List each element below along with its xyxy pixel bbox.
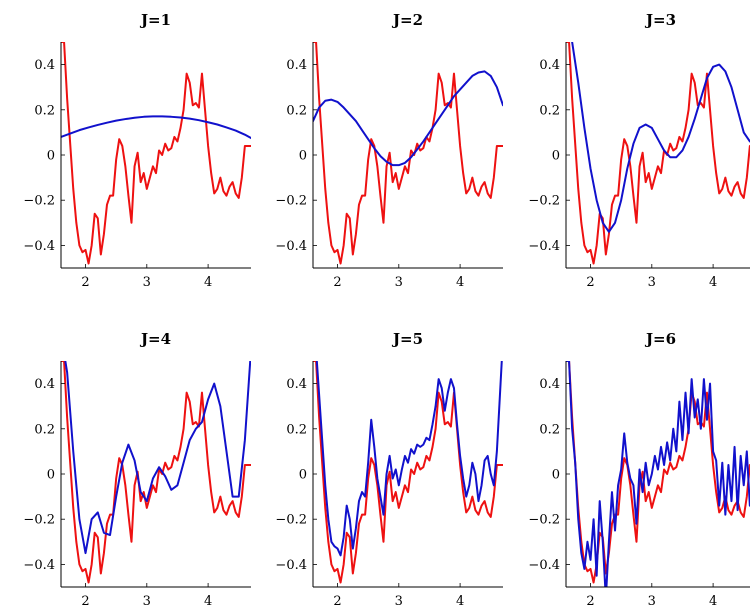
series-line-approximation — [64, 361, 251, 555]
series-line-approximation — [571, 42, 750, 233]
series-line-target — [313, 42, 503, 265]
y-tick-label: −0.2 — [528, 513, 560, 528]
y-tick-label: −0.2 — [275, 513, 307, 528]
series-line-target — [61, 42, 251, 265]
series-line-target — [313, 361, 503, 584]
panel-title: J=1 — [139, 11, 171, 29]
panel-j3: J=3 −0.4 −0.2 0 0.2 0.4 2 3 4 — [528, 11, 750, 290]
x-tick-label: 3 — [143, 594, 151, 609]
x-tick-label: 3 — [395, 275, 403, 290]
y-tick-label: −0.4 — [528, 558, 560, 573]
series-line-approximation — [566, 361, 750, 587]
y-tick-label: 0.4 — [539, 377, 560, 392]
y-tick-label: 0 — [552, 468, 560, 483]
y-tick-label: 0 — [47, 149, 55, 164]
series-group — [313, 42, 503, 265]
y-tick-label: 0 — [47, 468, 55, 483]
y-tick-label: 0 — [299, 149, 307, 164]
series-line-target — [61, 361, 251, 584]
series-group — [61, 361, 251, 584]
x-tick-label: 2 — [586, 594, 594, 609]
x-tick-label: 3 — [143, 275, 151, 290]
y-tick-label: −0.4 — [275, 239, 307, 254]
y-tick-label: −0.4 — [528, 239, 560, 254]
x-tick-label: 4 — [456, 594, 464, 609]
y-tick-label: 0.2 — [539, 422, 560, 437]
panel-j2: J=2 −0.4 −0.2 0 0.2 0.4 2 3 4 — [275, 11, 503, 290]
y-tick-label: 0 — [299, 468, 307, 483]
x-tick-label: 4 — [456, 275, 464, 290]
panel-title: J=4 — [139, 330, 171, 348]
y-tick-label: −0.2 — [528, 194, 560, 209]
x-tick-label: 2 — [81, 275, 89, 290]
series-line-approximation — [315, 361, 503, 557]
y-tick-label: 0.4 — [539, 58, 560, 73]
panel-title: J=6 — [644, 330, 676, 348]
x-tick-label: 2 — [333, 594, 341, 609]
series-line-target — [566, 42, 750, 265]
y-tick-label: 0.4 — [286, 377, 307, 392]
panel-j6: J=6 −0.4 −0.2 0 0.2 0.4 2 3 4 — [528, 330, 750, 609]
y-tick-label: 0.4 — [286, 58, 307, 73]
y-tick-label: 0.4 — [34, 377, 55, 392]
y-tick-label: 0.2 — [286, 422, 307, 437]
y-tick-label: −0.4 — [23, 558, 55, 573]
y-tick-label: −0.2 — [23, 194, 55, 209]
y-tick-label: 0 — [552, 149, 560, 164]
panel-j4: J=4 −0.4 −0.2 0 0.2 0.4 2 3 4 — [23, 330, 251, 609]
panel-title: J=5 — [391, 330, 423, 348]
x-tick-label: 3 — [648, 275, 656, 290]
y-tick-label: 0.2 — [34, 103, 55, 118]
x-tick-label: 2 — [586, 275, 594, 290]
x-tick-label: 4 — [709, 275, 717, 290]
panel-j1: J=1 −0.4 −0.2 0 0.2 0.4 2 3 4 — [23, 11, 251, 290]
series-group — [313, 361, 503, 584]
y-tick-label: 0.2 — [286, 103, 307, 118]
x-tick-label: 3 — [395, 594, 403, 609]
series-line-approximation — [61, 115, 251, 140]
panel-title: J=3 — [644, 11, 676, 29]
y-tick-label: 0.2 — [539, 103, 560, 118]
y-tick-label: −0.4 — [23, 239, 55, 254]
x-tick-label: 2 — [81, 594, 89, 609]
series-group — [566, 361, 750, 587]
x-tick-label: 4 — [709, 594, 717, 609]
x-tick-label: 4 — [204, 275, 212, 290]
y-tick-label: −0.4 — [275, 558, 307, 573]
panel-title: J=2 — [391, 11, 423, 29]
x-tick-label: 3 — [648, 594, 656, 609]
y-tick-label: 0.4 — [34, 58, 55, 73]
series-group — [61, 42, 251, 265]
y-tick-label: −0.2 — [275, 194, 307, 209]
series-group — [566, 42, 750, 265]
panel-j5: J=5 −0.4 −0.2 0 0.2 0.4 2 3 4 — [275, 330, 503, 609]
y-tick-label: 0.2 — [34, 422, 55, 437]
x-tick-label: 2 — [333, 275, 341, 290]
y-tick-label: −0.2 — [23, 513, 55, 528]
x-tick-label: 4 — [204, 594, 212, 609]
series-line-approximation — [313, 70, 503, 167]
